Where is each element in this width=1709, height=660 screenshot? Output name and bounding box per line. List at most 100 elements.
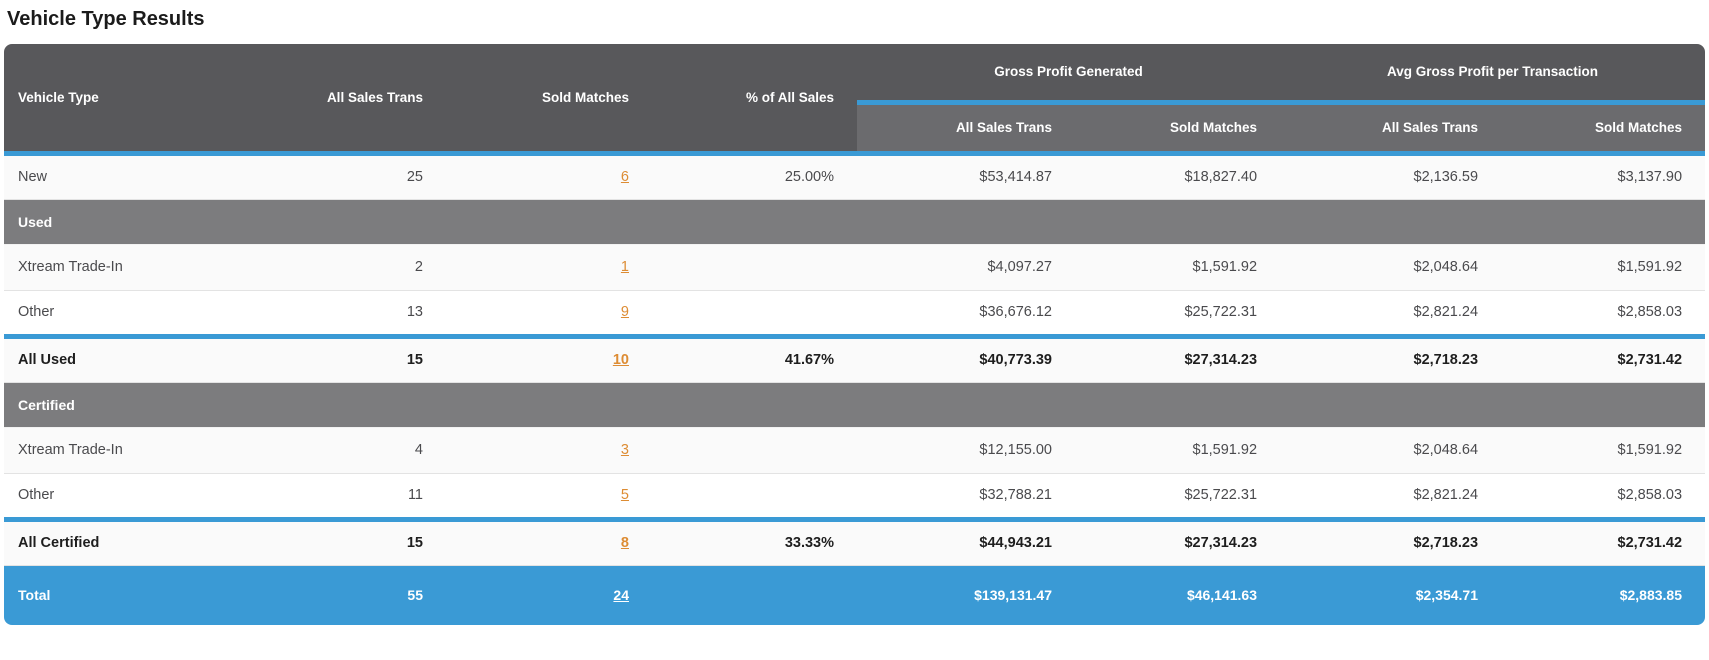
sold-matches-link[interactable]: 5 [620,487,629,503]
cell-vehicle-type: Xtream Trade-In [4,427,254,474]
subcol-header-avg-sold-matches: Sold Matches [1501,102,1705,156]
cell-gp-all-sales-trans: $40,773.39 [857,333,1075,383]
table-row: Other 11 5 $32,788.21 $25,722.31 $2,821.24 $2,… [4,473,1705,520]
cell-sold-matches: 10 [446,333,652,383]
cell-all-sales-trans: 11 [254,473,446,520]
cell-all-sales-trans: 2 [254,244,446,291]
cell-sold-matches: 8 [446,516,652,566]
cell-pct-of-all-sales: 41.67% [652,333,857,383]
cell-gp-all-sales-trans: $12,155.00 [857,427,1075,474]
cell-gp-all-sales-trans: $44,943.21 [857,516,1075,566]
cell-avg-sold-matches: $2,858.03 [1501,473,1705,520]
cell-avg-all-sales-trans: $2,136.59 [1280,153,1502,200]
cell-avg-sold-matches: $3,137.90 [1501,153,1705,200]
sold-matches-link[interactable]: 1 [620,259,629,275]
cell-pct-of-all-sales [652,244,857,291]
col-header-sold-matches: Sold Matches [446,44,652,156]
cell-avg-sold-matches: $2,731.42 [1501,333,1705,383]
cell-gp-all-sales-trans: $36,676.12 [857,290,1075,337]
sold-matches-link[interactable]: 6 [620,169,629,185]
vehicle-type-results-table: Vehicle Type All Sales Trans Sold Matche… [4,44,1705,625]
cell-gp-sold-matches: $25,722.31 [1075,473,1281,520]
cell-gp-sold-matches: $1,591.92 [1075,244,1281,291]
cell-sold-matches: 5 [446,473,652,520]
col-header-vehicle-type: Vehicle Type [4,44,254,156]
cell-all-sales-trans: 15 [254,516,446,566]
cell-sold-matches: 6 [446,153,652,200]
cell-pct-of-all-sales: 33.33% [652,516,857,566]
group-header-gross-profit-generated: Gross Profit Generated [857,44,1281,105]
subcol-header-gp-sold-matches: Sold Matches [1075,102,1281,156]
group-row: Certified [4,382,1705,428]
page-title: Vehicle Type Results [7,8,205,30]
sold-matches-link[interactable]: 3 [620,442,629,458]
cell-gp-sold-matches: $18,827.40 [1075,153,1281,200]
cell-all-sales-trans: 4 [254,427,446,474]
cell-pct-of-all-sales: 25.00% [652,153,857,200]
table-row: Xtream Trade-In 4 3 $12,155.00 $1,591.92 $2,0… [4,427,1705,474]
cell-avg-all-sales-trans: $2,821.24 [1280,290,1502,337]
group-row-label: Used [4,199,1705,245]
subcol-header-gp-all-sales-trans: All Sales Trans [857,102,1075,156]
cell-avg-all-sales-trans: $2,048.64 [1280,427,1502,474]
cell-avg-all-sales-trans: $2,821.24 [1280,473,1502,520]
cell-all-sales-trans: 15 [254,333,446,383]
cell-all-sales-trans: 25 [254,153,446,200]
subcol-header-avg-all-sales-trans: All Sales Trans [1280,102,1502,156]
cell-avg-all-sales-trans: $2,718.23 [1280,516,1502,566]
sold-matches-link[interactable]: 10 [612,352,629,368]
cell-avg-all-sales-trans: $2,718.23 [1280,333,1502,383]
cell-all-sales-trans: 55 [254,565,446,625]
subtotal-row: All Used 15 10 41.67% $40,773.39 $27,314.23 $2… [4,333,1705,383]
table-row: New 25 6 25.00% $53,414.87 $18,827.40 $2,136.5… [4,153,1705,200]
cell-gp-all-sales-trans: $139,131.47 [857,565,1075,625]
sold-matches-link[interactable]: 9 [620,304,629,320]
cell-avg-sold-matches: $1,591.92 [1501,427,1705,474]
col-header-all-sales-trans: All Sales Trans [254,44,446,156]
cell-gp-all-sales-trans: $53,414.87 [857,153,1075,200]
cell-gp-sold-matches: $27,314.23 [1075,333,1281,383]
cell-vehicle-type: Other [4,473,254,520]
cell-sold-matches: 9 [446,290,652,337]
cell-vehicle-type: Total [4,565,254,625]
cell-gp-sold-matches: $27,314.23 [1075,516,1281,566]
total-row: Total 55 24 $139,131.47 $46,141.63 $2,354.71 $… [4,565,1705,625]
cell-gp-sold-matches: $46,141.63 [1075,565,1281,625]
table-body: New 25 6 25.00% $53,414.87 $18,827.40 $2,136.5… [4,153,1705,625]
group-header-avg-gross-profit-per-transaction: Avg Gross Profit per Transaction [1280,44,1705,105]
cell-pct-of-all-sales [652,427,857,474]
table-row: Other 13 9 $36,676.12 $25,722.31 $2,821.24 $2,… [4,290,1705,337]
cell-avg-all-sales-trans: $2,354.71 [1280,565,1502,625]
cell-vehicle-type: All Used [4,333,254,383]
cell-vehicle-type: New [4,153,254,200]
cell-avg-sold-matches: $2,883.85 [1501,565,1705,625]
vehicle-type-results-table-container: Vehicle Type All Sales Trans Sold Matche… [4,44,1705,625]
table-header: Vehicle Type All Sales Trans Sold Matche… [4,44,1705,156]
cell-all-sales-trans: 13 [254,290,446,337]
cell-vehicle-type: All Certified [4,516,254,566]
table-row: Xtream Trade-In 2 1 $4,097.27 $1,591.92 $2,04… [4,244,1705,291]
subtotal-row: All Certified 15 8 33.33% $44,943.21 $27,314.… [4,516,1705,566]
cell-gp-sold-matches: $25,722.31 [1075,290,1281,337]
cell-sold-matches: 1 [446,244,652,291]
cell-avg-sold-matches: $2,858.03 [1501,290,1705,337]
sold-matches-link[interactable]: 24 [613,587,629,604]
cell-vehicle-type: Other [4,290,254,337]
cell-avg-all-sales-trans: $2,048.64 [1280,244,1502,291]
cell-avg-sold-matches: $1,591.92 [1501,244,1705,291]
group-row-label: Certified [4,382,1705,428]
cell-sold-matches: 24 [446,565,652,625]
cell-sold-matches: 3 [446,427,652,474]
cell-pct-of-all-sales [652,565,857,625]
sold-matches-link[interactable]: 8 [620,535,629,551]
col-header-pct-of-all-sales: % of All Sales [652,44,857,156]
cell-vehicle-type: Xtream Trade-In [4,244,254,291]
cell-gp-all-sales-trans: $4,097.27 [857,244,1075,291]
cell-pct-of-all-sales [652,290,857,337]
group-row: Used [4,199,1705,245]
cell-gp-sold-matches: $1,591.92 [1075,427,1281,474]
cell-gp-all-sales-trans: $32,788.21 [857,473,1075,520]
header-row-groups: Vehicle Type All Sales Trans Sold Matche… [4,44,1705,156]
cell-avg-sold-matches: $2,731.42 [1501,516,1705,566]
